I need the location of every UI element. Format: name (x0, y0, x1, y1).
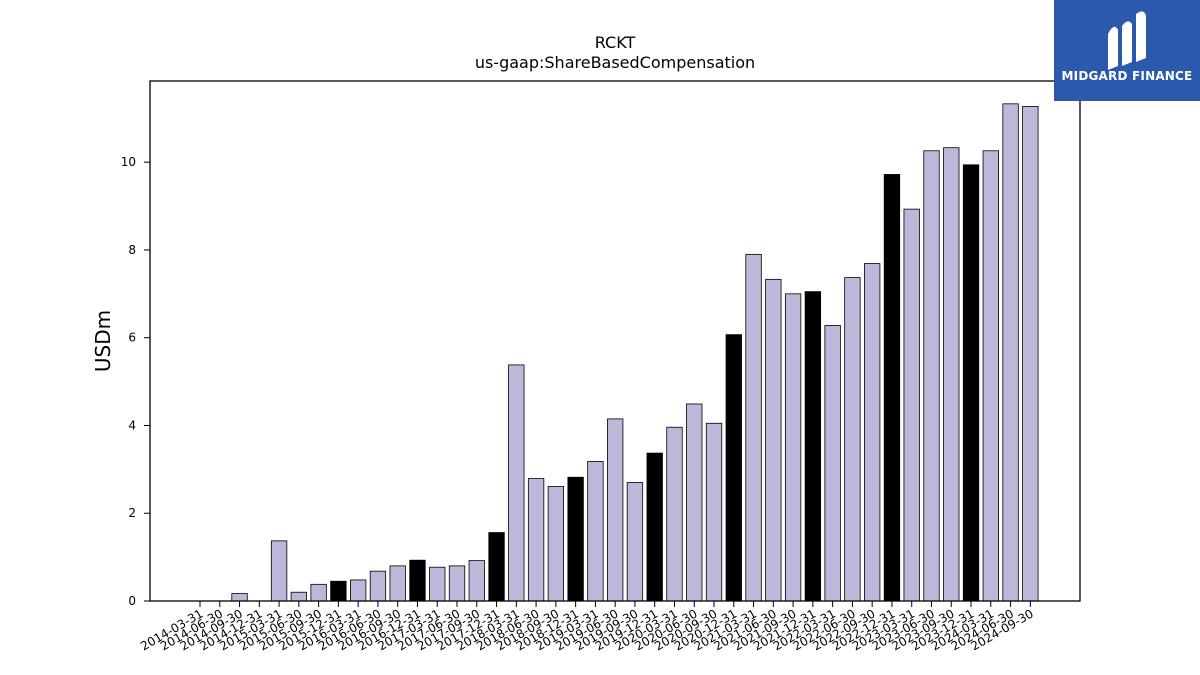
y-tick-label: 6 (128, 331, 136, 345)
bar-2023-06-30 (923, 150, 940, 602)
bar-2024-03-31 (982, 150, 999, 602)
bar-2021-06-30 (765, 278, 782, 602)
bar-2015-06-30 (290, 591, 308, 602)
bar-2024-09-30 (1022, 106, 1039, 602)
bar-2020-09-30 (705, 422, 723, 602)
y-tick-label: 10 (121, 155, 136, 169)
bar-2015-03-31 (270, 540, 288, 602)
x-ticks-group: 2014-03-312014-06-302014-09-302014-12-31… (138, 601, 1036, 653)
y-tick-label: 0 (128, 594, 136, 608)
y-tick-label: 8 (128, 243, 136, 257)
bar-2020-03-31 (666, 426, 683, 602)
y-axis-label: USDm (91, 310, 115, 372)
bar-2023-12-31 (962, 164, 980, 602)
y-ticks-group: 0 2 4 6 8 10 (121, 155, 150, 608)
bar-2022-09-30 (864, 263, 881, 602)
bar-2017-09-30 (468, 560, 485, 602)
bar-2016-12-31 (409, 559, 426, 602)
bar-2024-06-30 (1002, 103, 1019, 602)
bar-2023-03-31 (903, 208, 920, 602)
chart-subtitle: us-gaap:ShareBasedCompensation (475, 53, 755, 72)
bar-2017-12-31 (488, 532, 505, 602)
bar-2016-06-30 (369, 570, 387, 602)
bar-2022-03-31 (824, 325, 841, 602)
bar-2021-12-31 (804, 291, 822, 602)
bar-2015-12-31 (330, 580, 347, 602)
midgard-logo-icon (1108, 11, 1146, 70)
bar-2019-03-31 (587, 461, 604, 602)
bar-2015-09-30 (310, 583, 327, 602)
bar-2022-12-31 (883, 174, 901, 602)
bar-2021-09-30 (784, 293, 802, 602)
bars-group (231, 103, 1039, 602)
bar-2019-06-30 (607, 418, 624, 602)
bar-2020-12-31 (725, 334, 742, 602)
bar-2018-12-31 (567, 476, 584, 602)
y-tick-label: 4 (128, 418, 136, 432)
bar-2023-09-30 (943, 147, 960, 602)
bar-2018-03-31 (508, 364, 525, 602)
bar-2017-06-30 (448, 565, 466, 602)
chart-title: RCKT (595, 33, 636, 52)
plot-frame (149, 80, 1081, 602)
brand-name: MIDGARD FINANCE (1061, 69, 1193, 83)
bar-2020-06-30 (686, 403, 703, 602)
bar-2017-03-31 (429, 566, 446, 602)
y-tick-label: 2 (128, 506, 136, 520)
bar-2018-06-30 (527, 478, 545, 602)
bar-2018-09-30 (547, 486, 565, 602)
bar-2019-09-30 (626, 482, 644, 602)
bar-2014-09-30 (231, 593, 248, 602)
brand-logo: MIDGARD FINANCE (1054, 0, 1200, 101)
bar-2022-06-30 (844, 277, 861, 602)
bar-2019-12-31 (646, 452, 663, 602)
bar-2021-03-31 (745, 253, 762, 602)
bar-2016-09-30 (389, 565, 406, 602)
bar-2016-03-31 (350, 579, 367, 602)
